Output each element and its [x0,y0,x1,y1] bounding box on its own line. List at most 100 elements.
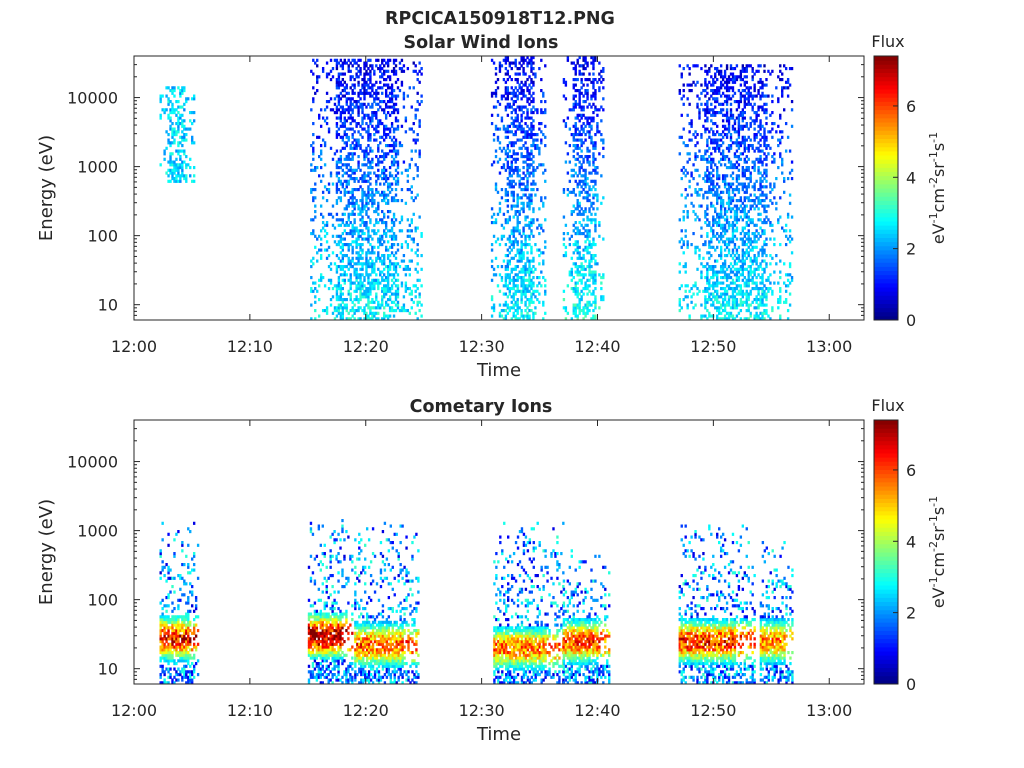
heatmap-cell [723,133,727,137]
heatmap-cell [572,83,575,87]
heatmap-cell [729,270,733,274]
heatmap-cell [580,155,583,159]
heatmap-cell [714,122,717,126]
heatmap-cell [536,289,539,293]
heatmap-cell [363,221,366,225]
heatmap-cell [492,234,496,238]
heatmap-cell [700,226,703,230]
heatmap-cell [396,179,400,183]
heatmap-cell [379,119,382,123]
heatmap-cell [706,83,709,87]
heatmap-cell [192,141,196,145]
heatmap-cell [516,265,519,269]
heatmap-cell [706,196,709,200]
heatmap-cell [498,314,502,318]
heatmap-cell [753,223,756,227]
heatmap-cell [502,166,506,170]
heatmap-cell [341,138,345,142]
heatmap-cell [500,64,504,68]
heatmap-cell [572,287,575,291]
heatmap-cell [331,251,335,255]
heatmap-cell [343,122,346,126]
heatmap-cell [400,259,404,263]
heatmap-cell [394,69,398,73]
heatmap-cell [353,168,356,172]
heatmap-cell [749,64,752,68]
heatmap-cell [412,212,415,216]
heatmap-cell [357,287,360,291]
heatmap-cell [686,152,689,156]
heatmap-cell [534,311,537,315]
heatmap-cell [339,298,343,302]
heatmap-cell [386,185,390,189]
heatmap-cell [327,130,331,134]
heatmap-cell [335,61,339,65]
heatmap-cell [749,256,752,260]
heatmap-cell [502,309,506,313]
heatmap-cell [745,267,748,271]
heatmap-cell [544,289,547,293]
heatmap-cell [737,157,741,161]
heatmap-cell [510,166,513,170]
heatmap-cell [361,256,364,260]
heatmap-cell [345,166,348,170]
heatmap-cell [392,102,396,106]
heatmap-cell [526,152,529,156]
heatmap-cell [727,97,731,101]
heatmap-cell [524,185,527,189]
heatmap-cell [743,80,746,84]
heatmap-cell [347,190,350,194]
heatmap-cell [594,223,597,227]
heatmap-cell [384,174,388,178]
heatmap-cell [351,188,354,192]
heatmap-cell [706,119,709,123]
heatmap-cell [757,265,760,269]
heatmap-cell [751,97,754,101]
heatmap-cell [506,254,510,258]
heatmap-cell [761,273,764,277]
heatmap-cell [381,122,384,126]
heatmap-cell [361,108,364,112]
heatmap-cell [716,284,719,288]
heatmap-cell [578,91,581,95]
heatmap-cell [530,287,533,291]
heatmap-cell [504,190,508,194]
heatmap-cell [725,119,729,123]
heatmap-cell [386,289,390,293]
heatmap-cell [341,182,345,186]
heatmap-cell [716,91,719,95]
heatmap-cell [729,72,733,76]
heatmap-cell [181,171,184,175]
heatmap-cell [490,122,494,126]
heatmap-cell [359,298,362,302]
heatmap-cell [763,152,766,156]
heatmap-cell [721,267,725,271]
heatmap-cell [359,212,362,216]
heatmap-cell [312,168,315,172]
heatmap-cell [716,215,719,219]
heatmap-cell [339,91,343,95]
heatmap-cell [371,105,374,109]
heatmap-cell [694,130,697,134]
heatmap-cell [735,130,739,134]
heatmap-cell [733,306,737,310]
heatmap-cell [528,204,531,208]
heatmap-cell [586,64,589,68]
heatmap-cell [714,111,717,115]
heatmap-cell [375,64,378,68]
heatmap-cell [704,190,707,194]
heatmap-cell [534,146,537,150]
heatmap-cell [406,179,410,183]
heatmap-cell [167,113,170,117]
heatmap-cell [763,240,766,244]
heatmap-cell [747,86,750,90]
heatmap-cell [735,292,739,296]
heatmap-cell [335,199,339,203]
heatmap-cell [510,232,513,236]
heatmap-cell [755,146,758,150]
heatmap-cell [739,259,743,263]
heatmap-cell [698,289,701,293]
heatmap-cell [761,179,764,183]
heatmap-cell [351,309,354,313]
heatmap-cell [365,226,368,230]
